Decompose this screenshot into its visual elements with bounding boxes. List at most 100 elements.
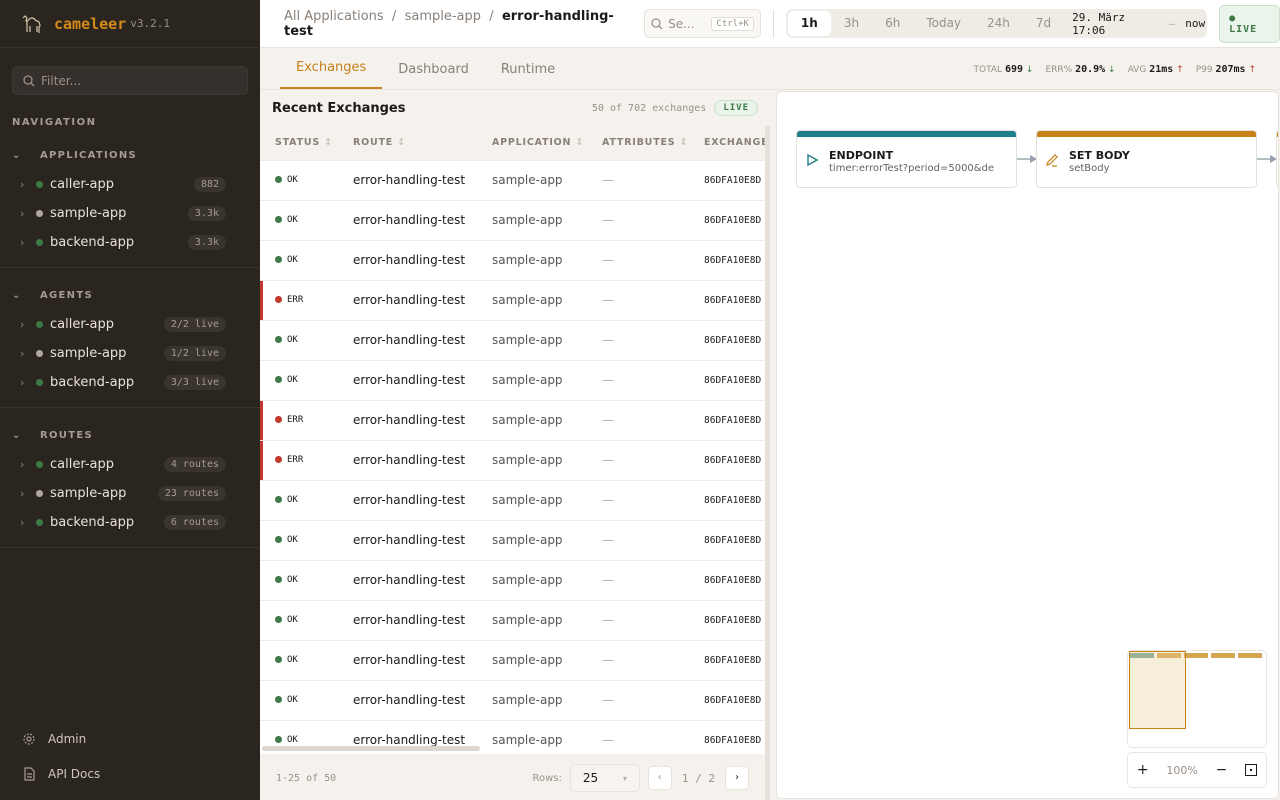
sidebar-item-sample-app[interactable]: › sample-app 1/2 live — [0, 339, 260, 368]
stat-value: 207ms — [1215, 64, 1246, 75]
breadcrumb-app[interactable]: sample-app — [404, 8, 482, 24]
attributes-cell: — — [587, 359, 689, 400]
table-row[interactable]: OK error-handling-test sample-app —86DFA10E… — [260, 639, 765, 680]
horizontal-scrollbar[interactable] — [262, 746, 480, 751]
sidebar-item-sample-app[interactable]: › sample-app 23 routes — [0, 479, 260, 508]
range-7d[interactable]: 7d — [1035, 16, 1052, 30]
zoom-level: 100% — [1166, 763, 1198, 777]
range-6h[interactable]: 6h — [885, 16, 901, 30]
rows-select[interactable]: 25 ▾ — [569, 764, 640, 792]
next-page-button[interactable]: › — [725, 766, 749, 790]
item-badge: 4 routes — [163, 457, 226, 472]
sidebar-item-caller-app[interactable]: › caller-app 4 routes — [0, 450, 260, 479]
table-row[interactable]: OK error-handling-test sample-app —86DFA10E… — [260, 199, 765, 240]
column-label: EXCHANGE — [704, 137, 765, 149]
exchange-id-cell: 86DFA10E8D — [689, 319, 765, 360]
range-24h[interactable]: 24h — [987, 16, 1010, 30]
stat-avg: AVG 21ms ↑ — [1128, 64, 1184, 75]
admin-link[interactable]: Admin — [22, 732, 86, 746]
sort-icon: ↕ — [575, 137, 585, 149]
chevron-down-icon: ⌄ — [12, 149, 22, 161]
arrow-down-icon: ↓ — [1025, 65, 1034, 75]
fit-view-icon[interactable] — [1245, 764, 1258, 776]
table-row[interactable]: OK error-handling-test sample-app —86DFA10E… — [260, 559, 765, 600]
sidebar-item-sample-app[interactable]: › sample-app 3.3k — [0, 199, 260, 228]
table-row[interactable]: OK error-handling-test sample-app —86DFA10E… — [260, 359, 765, 400]
table-row[interactable]: ERR error-handling-test sample-app —86DFA10… — [260, 279, 765, 320]
tab-exchanges[interactable]: Exchanges — [280, 60, 383, 89]
sort-icon: ↕ — [679, 137, 689, 149]
column-label: APPLICATION — [492, 137, 572, 149]
application-cell: sample-app — [477, 279, 587, 320]
status-dot — [36, 350, 43, 357]
live-toggle[interactable]: ● LIVE — [1219, 4, 1280, 43]
zoom-out-button[interactable]: − — [1215, 762, 1228, 778]
range-today[interactable]: Today — [926, 16, 962, 30]
exchange-id-cell: 86DFA10E8D — [689, 199, 765, 240]
zoom-in-button[interactable]: + — [1136, 762, 1149, 778]
breadcrumb-all-apps[interactable]: All Applications — [284, 8, 384, 24]
app-version: v3.2.1 — [130, 17, 170, 30]
chevron-right-icon: › — [20, 487, 25, 500]
column-application[interactable]: APPLICATION ↕ — [477, 126, 587, 160]
table-row[interactable]: ERR error-handling-test sample-app —86DFA10… — [260, 439, 765, 480]
table-row[interactable]: OK error-handling-test sample-app —86DFA10E… — [260, 679, 765, 720]
minimap[interactable] — [1127, 650, 1267, 748]
status-text: OK — [287, 735, 298, 746]
node-next[interactable] — [1276, 130, 1278, 188]
vertical-scrollbar[interactable] — [765, 126, 770, 800]
node-set-body[interactable]: SET BODY setBody — [1036, 130, 1257, 188]
table-row[interactable]: OK error-handling-test sample-app —86DFA10E… — [260, 599, 765, 640]
search-button[interactable]: Se... Ctrl+K — [644, 9, 761, 38]
live-label: LIVE — [1229, 23, 1258, 35]
section-title: APPLICATIONS — [40, 149, 138, 161]
exchange-id-cell: 86DFA10E8D — [689, 719, 765, 754]
minimap-viewport[interactable] — [1129, 651, 1186, 729]
status-text: OK — [287, 215, 298, 225]
table-row[interactable]: OK error-handling-test sample-app —86DFA10E… — [260, 719, 765, 754]
column-label: ROUTE — [353, 137, 394, 149]
column-route[interactable]: ROUTE ↕ — [338, 126, 477, 160]
stat-label: ERR% — [1045, 65, 1073, 75]
logo[interactable]: cameleer v3.2.1 — [0, 0, 260, 48]
status-dot — [275, 456, 282, 463]
tab-dashboard[interactable]: Dashboard — [398, 62, 469, 77]
table-row[interactable]: OK error-handling-test sample-app —86DFA10E… — [260, 239, 765, 280]
sidebar-item-backend-app[interactable]: › backend-app 3.3k — [0, 228, 260, 257]
range-from[interactable]: 29. März 17:06 — [1072, 10, 1126, 37]
pagination: 1-25 of 50 Rows: 25 ▾ ‹ 1 / 2 › — [260, 756, 765, 800]
table-row[interactable]: OK error-handling-test sample-app —86DFA10E… — [260, 479, 765, 520]
column-status[interactable]: STATUS ↕ — [260, 126, 338, 160]
table-row[interactable]: ERR error-handling-test sample-app —86DFA10… — [260, 399, 765, 440]
api-docs-link[interactable]: API Docs — [22, 767, 100, 781]
table-row[interactable]: OK error-handling-test sample-app —86DFA10E… — [260, 319, 765, 360]
table-row[interactable]: OK error-handling-test sample-app —86DFA10E… — [260, 519, 765, 560]
column-attributes[interactable]: ATTRIBUTES ↕ — [587, 126, 689, 160]
prev-page-button[interactable]: ‹ — [647, 766, 672, 790]
sidebar-item-backend-app[interactable]: › backend-app 6 routes — [0, 508, 260, 537]
stat-total: TOTAL 699 ↓ — [974, 64, 1034, 75]
range-1h[interactable]: 1h — [787, 11, 831, 36]
sidebar-item-caller-app[interactable]: › caller-app 2/2 live — [0, 310, 260, 339]
section-header[interactable]: ⌄ APPLICATIONS — [0, 140, 260, 170]
play-icon — [807, 153, 819, 167]
column-exchange[interactable]: EXCHANGE — [689, 126, 765, 160]
search-icon — [23, 74, 35, 86]
section-routes: ⌄ ROUTES › caller-app 4 routes › sample-app 23 … — [0, 420, 260, 548]
section-header[interactable]: ⌄ AGENTS — [0, 280, 260, 310]
table-row[interactable]: OK error-handling-test sample-app —86DFA10E… — [260, 159, 765, 200]
search-shortcut: Ctrl+K — [711, 16, 754, 31]
tab-runtime[interactable]: Runtime — [500, 62, 556, 77]
filter-input[interactable]: Filter... — [12, 66, 248, 95]
breadcrumb-route: error-handling-test — [284, 8, 614, 39]
camel-icon — [22, 14, 41, 33]
sidebar-item-caller-app[interactable]: › caller-app 882 — [0, 170, 260, 199]
stat-err%: ERR% 20.9% ↓ — [1045, 64, 1115, 75]
arrow-up-icon: ↑ — [1176, 65, 1184, 75]
range-to[interactable]: now — [1185, 17, 1206, 30]
section-header[interactable]: ⌄ ROUTES — [0, 420, 260, 450]
range-3h[interactable]: 3h — [843, 16, 860, 30]
node-endpoint[interactable]: ENDPOINT timer:errorTest?period=5000&del… — [796, 130, 1017, 188]
item-badge: 3.3k — [187, 206, 226, 221]
sidebar-item-backend-app[interactable]: › backend-app 3/3 live — [0, 368, 260, 397]
